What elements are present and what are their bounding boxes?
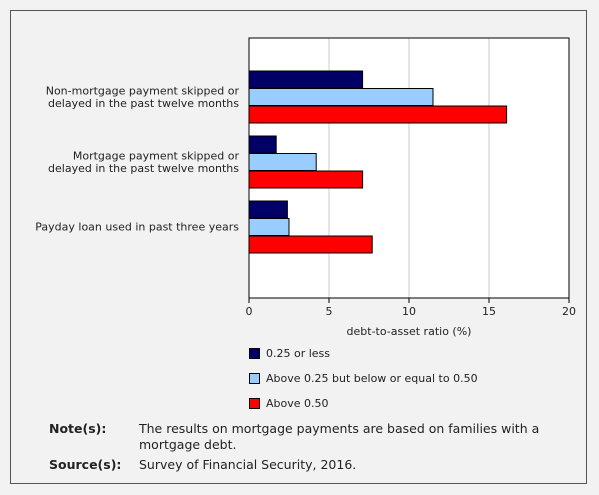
x-tick-label: 20: [562, 305, 576, 318]
legend-item-1: Above 0.25 but below or equal to 0.50: [249, 371, 478, 385]
category-label: Mortgage payment skipped or delayed in th…: [48, 149, 239, 175]
note-text: The results on mortgage payments are bas…: [139, 421, 540, 452]
legend-swatch-0: [249, 347, 260, 359]
legend-label-0: 0.25 or less: [266, 346, 331, 360]
x-tick-label: 0: [246, 305, 253, 318]
bar-0-0: [248, 70, 364, 89]
x-tick-label: 10: [402, 305, 416, 318]
legend-swatch-1: [249, 372, 260, 384]
legend-swatch-2: [249, 397, 260, 409]
source-key: Source(s):: [49, 457, 122, 472]
category-label: Payday loan used in past three years: [35, 221, 239, 234]
note-key: Note(s):: [49, 421, 107, 436]
bar-0-2: [248, 200, 288, 219]
x-tick-label: 5: [326, 305, 333, 318]
bar-2-2: [248, 235, 373, 254]
legend-label-1: Above 0.25 but below or equal to 0.50: [266, 371, 478, 385]
bar-0-1: [248, 135, 277, 154]
category-label: Non-mortgage payment skipped or delayed i…: [46, 84, 240, 110]
legend-label-2: Above 0.50: [266, 396, 329, 410]
bar-1-2: [248, 218, 290, 236]
legend-item-2: Above 0.50: [249, 396, 329, 410]
source-text: Survey of Financial Security, 2016.: [139, 457, 357, 472]
bar-1-0: [248, 88, 434, 106]
legend-item-0: 0.25 or less: [249, 346, 330, 360]
x-tick-label: 15: [482, 305, 496, 318]
bar-2-1: [248, 170, 364, 189]
bar-2-0: [248, 105, 508, 124]
bar-1-1: [248, 153, 317, 171]
x-axis-label: debt-to-asset ratio (%): [347, 325, 472, 338]
bar-chart: 0 5 10 15 20 debt-to-asset ratio (%) Non-mortg…: [35, 37, 576, 338]
